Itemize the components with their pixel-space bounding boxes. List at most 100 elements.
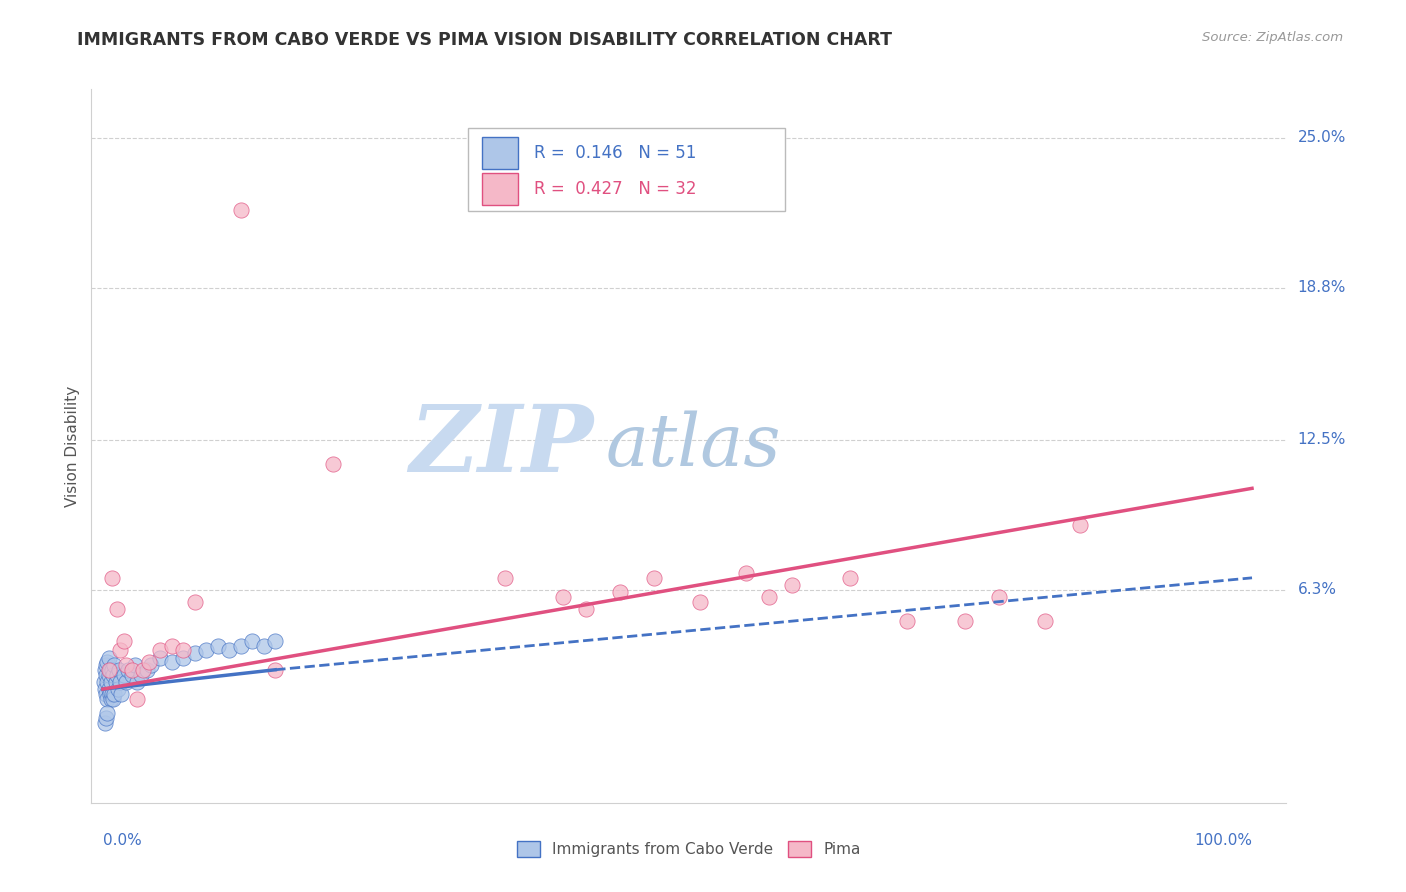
Point: [97, 667, 120, 681]
Point: [160, 639, 183, 653]
Point: [643, 571, 665, 585]
Point: [115, 674, 138, 689]
Text: IMMIGRANTS FROM CABO VERDE VS PIMA VISION DISABILITY CORRELATION CHART: IMMIGRANTS FROM CABO VERDE VS PIMA VISIO…: [77, 31, 893, 49]
Text: Source: ZipAtlas.com: Source: ZipAtlas.com: [1202, 31, 1343, 45]
Point: [97, 682, 120, 697]
Point: [184, 646, 207, 660]
Point: [98, 687, 121, 701]
Point: [96, 706, 118, 721]
Legend: Immigrants from Cabo Verde, Pima: Immigrants from Cabo Verde, Pima: [510, 835, 868, 863]
Point: [1033, 615, 1056, 629]
Point: [149, 643, 172, 657]
Point: [108, 674, 131, 689]
Point: [103, 667, 125, 681]
Point: [132, 663, 155, 677]
Text: R =  0.146   N = 51: R = 0.146 N = 51: [534, 145, 696, 162]
Point: [93, 674, 115, 689]
Point: [104, 674, 127, 689]
Point: [253, 639, 276, 653]
Point: [94, 663, 117, 677]
Point: [101, 571, 124, 585]
Point: [758, 590, 780, 604]
Point: [105, 667, 128, 681]
Point: [574, 602, 596, 616]
Point: [112, 667, 135, 681]
Text: 18.8%: 18.8%: [1298, 280, 1346, 295]
Point: [953, 615, 976, 629]
FancyBboxPatch shape: [468, 128, 785, 211]
Point: [112, 633, 135, 648]
Text: 100.0%: 100.0%: [1194, 833, 1251, 848]
Point: [110, 687, 132, 701]
Point: [551, 590, 574, 604]
Point: [96, 687, 118, 701]
Y-axis label: Vision Disability: Vision Disability: [65, 385, 80, 507]
Point: [322, 457, 344, 471]
Point: [127, 691, 149, 706]
Point: [838, 571, 860, 585]
Point: [138, 656, 160, 670]
Point: [127, 674, 149, 689]
Point: [96, 674, 118, 689]
Point: [105, 602, 128, 616]
Point: [264, 633, 287, 648]
Point: [100, 674, 122, 689]
Point: [988, 590, 1011, 604]
Point: [494, 571, 516, 585]
Point: [97, 650, 120, 665]
Point: [207, 639, 229, 653]
Point: [101, 687, 124, 701]
Point: [98, 663, 121, 677]
Point: [94, 682, 117, 697]
Point: [160, 656, 183, 670]
Point: [124, 657, 146, 672]
Point: [149, 650, 172, 665]
Point: [735, 566, 758, 580]
Text: atlas: atlas: [605, 410, 780, 482]
Point: [135, 663, 157, 677]
Point: [184, 595, 207, 609]
Point: [96, 657, 118, 672]
Point: [229, 639, 252, 653]
Point: [103, 691, 125, 706]
Point: [172, 643, 194, 657]
Point: [1069, 517, 1091, 532]
Point: [107, 682, 129, 697]
Point: [229, 203, 252, 218]
Point: [689, 595, 711, 609]
Point: [100, 691, 122, 706]
Point: [101, 663, 124, 677]
Point: [115, 657, 138, 672]
Point: [96, 667, 118, 681]
Point: [172, 650, 194, 665]
Point: [117, 663, 139, 677]
Point: [121, 663, 143, 677]
Text: 6.3%: 6.3%: [1298, 582, 1337, 598]
Point: [103, 687, 125, 701]
Point: [896, 615, 918, 629]
Text: 25.0%: 25.0%: [1298, 130, 1346, 145]
Point: [195, 643, 218, 657]
Text: ZIP: ZIP: [409, 401, 593, 491]
Point: [96, 656, 118, 670]
Text: R =  0.427   N = 32: R = 0.427 N = 32: [534, 180, 696, 198]
Point: [609, 585, 631, 599]
Point: [96, 691, 118, 706]
Text: 0.0%: 0.0%: [103, 833, 142, 848]
Point: [108, 663, 131, 677]
Point: [141, 657, 162, 672]
Point: [264, 663, 287, 677]
Point: [782, 578, 804, 592]
Bar: [482, 137, 517, 169]
Point: [96, 711, 118, 725]
Point: [121, 667, 143, 681]
Point: [94, 716, 117, 731]
Point: [240, 633, 263, 648]
Point: [108, 643, 131, 657]
Bar: [482, 173, 517, 205]
Point: [103, 657, 125, 672]
Point: [97, 663, 120, 677]
Point: [218, 643, 240, 657]
Text: 12.5%: 12.5%: [1298, 433, 1346, 448]
Point: [129, 667, 152, 681]
